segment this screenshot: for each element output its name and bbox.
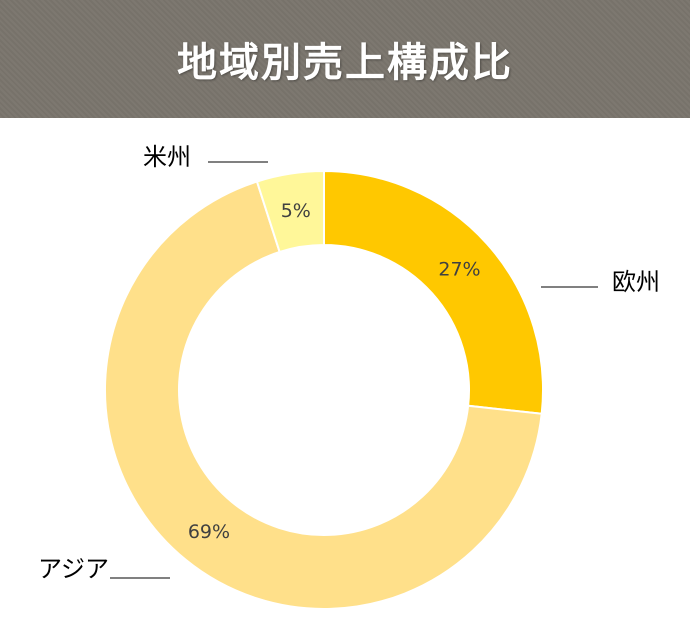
title-bar: 地域別売上構成比: [0, 0, 690, 118]
slice-value-label-1: 27%: [438, 258, 480, 280]
donut-slice-2: [104, 180, 543, 610]
slice-value-label-3: 5%: [281, 200, 311, 222]
slice-labels: 27% 欧州 69% アジア 5% 米州: [38, 143, 660, 583]
category-label-1: 欧州: [612, 268, 660, 296]
donut-chart: 27% 欧州 69% アジア 5% 米州: [38, 143, 660, 610]
leader-lines: [110, 161, 598, 579]
donut-slice-3: [255, 169, 325, 254]
chart-title: 地域別売上構成比: [177, 40, 513, 86]
slice-value-label-2: 69%: [188, 521, 230, 543]
category-label-2: アジア: [38, 555, 109, 583]
donut-slices: [104, 169, 544, 610]
donut-slice-1: [323, 169, 544, 415]
category-label-3: 米州: [143, 143, 191, 171]
